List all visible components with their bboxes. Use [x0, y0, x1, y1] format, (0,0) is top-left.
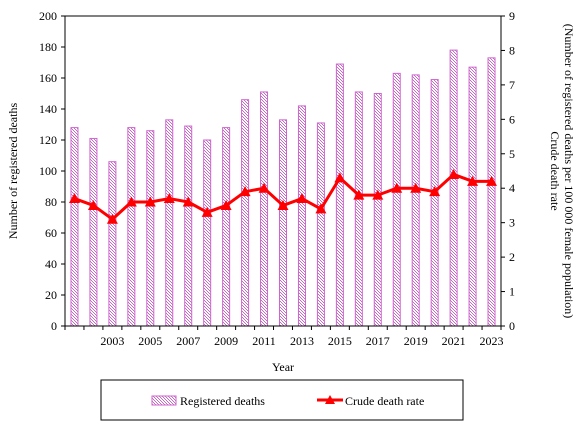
x-tick-label: 2019: [404, 334, 428, 348]
rate-point-2019: [410, 182, 422, 193]
legend-line-marker: [325, 395, 335, 404]
right-tick-label: 3: [509, 216, 515, 230]
rate-point-2023: [486, 175, 498, 186]
bar-2004: [127, 127, 136, 327]
y2-axis-title-line2: (Number of registered deaths per 100 000…: [562, 24, 576, 319]
bar-2002: [89, 137, 98, 327]
left-tick-label: 60: [45, 226, 57, 240]
right-tick-label: 1: [509, 285, 515, 299]
bar-2019: [411, 74, 420, 327]
bar-2020: [430, 79, 439, 327]
line-layer: [68, 168, 498, 224]
x-tick-label: 2015: [328, 334, 352, 348]
x-tick-label: 2003: [100, 334, 124, 348]
bar-2014: [316, 122, 325, 327]
bar-2023: [487, 57, 496, 327]
left-axis: 0 20 40 60 80 100 120 140 160 180 200: [39, 9, 65, 333]
x-tick-label: 2023: [480, 334, 504, 348]
legend: Registered deaths Crude death rate: [100, 379, 464, 421]
bar-2005: [146, 130, 155, 327]
rate-point-2015: [334, 172, 346, 183]
right-tick-label: 6: [509, 112, 515, 126]
rate-point-2002: [87, 199, 99, 210]
rate-point-2006: [163, 193, 175, 204]
left-tick-label: 160: [39, 71, 57, 85]
bar-2016: [354, 91, 363, 327]
rate-point-2022: [467, 175, 479, 186]
rate-point-2001: [68, 193, 80, 204]
bar-2018: [392, 72, 401, 327]
bar-2015: [335, 63, 344, 327]
left-tick-label: 40: [45, 257, 57, 271]
rate-point-2020: [429, 186, 441, 197]
rate-point-2014: [315, 203, 327, 214]
x-axis: 2003 2005 2007 2009 2011 2013 2015 2017 2019 2021…: [64, 326, 504, 348]
y-axis-title: Number of registered deaths: [6, 103, 20, 240]
bar-2009: [222, 127, 231, 327]
right-axis: 0 1 2 3 4 5 6 7 8 9: [501, 9, 515, 333]
rate-point-2008: [201, 206, 213, 217]
left-tick-label: 0: [51, 319, 57, 333]
left-tick-label: 180: [39, 40, 57, 54]
rate-point-2003: [106, 213, 118, 224]
x-tick-label: 2013: [290, 334, 314, 348]
rate-point-2013: [296, 193, 308, 204]
left-tick-label: 20: [45, 288, 57, 302]
right-tick-label: 0: [509, 319, 515, 333]
left-tick-label: 140: [39, 102, 57, 116]
right-tick-label: 2: [509, 250, 515, 264]
y2-axis-title-line1: Crude death rate: [548, 131, 562, 210]
left-tick-label: 200: [39, 9, 57, 23]
rate-point-2009: [220, 199, 232, 210]
legend-bar-swatch: [151, 395, 177, 406]
right-tick-label: 8: [509, 43, 515, 57]
right-tick-label: 9: [509, 9, 515, 23]
x-tick-label: 2009: [214, 334, 238, 348]
rate-point-2012: [277, 199, 289, 210]
rate-point-2016: [353, 189, 365, 200]
right-tick-label: 5: [509, 147, 515, 161]
rate-point-2007: [182, 196, 194, 207]
left-tick-label: 120: [39, 133, 57, 147]
rate-point-2004: [125, 196, 137, 207]
rate-point-2021: [448, 168, 460, 179]
left-tick-label: 80: [45, 195, 57, 209]
bar-2003: [108, 161, 117, 327]
bar-2001: [70, 127, 79, 327]
bar-2007: [184, 125, 193, 327]
bar-2013: [297, 105, 306, 327]
bar-2008: [203, 139, 212, 327]
bar-2021: [449, 49, 458, 327]
x-tick-label: 2007: [176, 334, 200, 348]
right-tick-label: 7: [509, 78, 515, 92]
x-tick-label: 2005: [138, 334, 162, 348]
rate-point-2005: [144, 196, 156, 207]
left-tick-label: 100: [39, 164, 57, 178]
rate-point-2018: [391, 182, 403, 193]
x-axis-title: Year: [272, 360, 294, 374]
rate-point-2011: [258, 182, 270, 193]
x-tick-label: 2017: [366, 334, 390, 348]
x-tick-label: 2021: [442, 334, 466, 348]
bar-2012: [279, 119, 287, 327]
legend-label-registered-deaths: Registered deaths: [180, 394, 265, 408]
bar-2010: [241, 99, 250, 327]
right-tick-label: 4: [509, 181, 515, 195]
bar-2006: [165, 119, 174, 327]
bars-layer: [70, 49, 496, 327]
legend-label-crude-death-rate: Crude death rate: [345, 394, 424, 408]
rate-point-2017: [372, 189, 384, 200]
x-tick-label: 2011: [252, 334, 276, 348]
bar-2022: [468, 66, 477, 327]
bar-2017: [373, 93, 382, 327]
bar-2011: [260, 91, 269, 327]
rate-point-2010: [239, 186, 251, 197]
